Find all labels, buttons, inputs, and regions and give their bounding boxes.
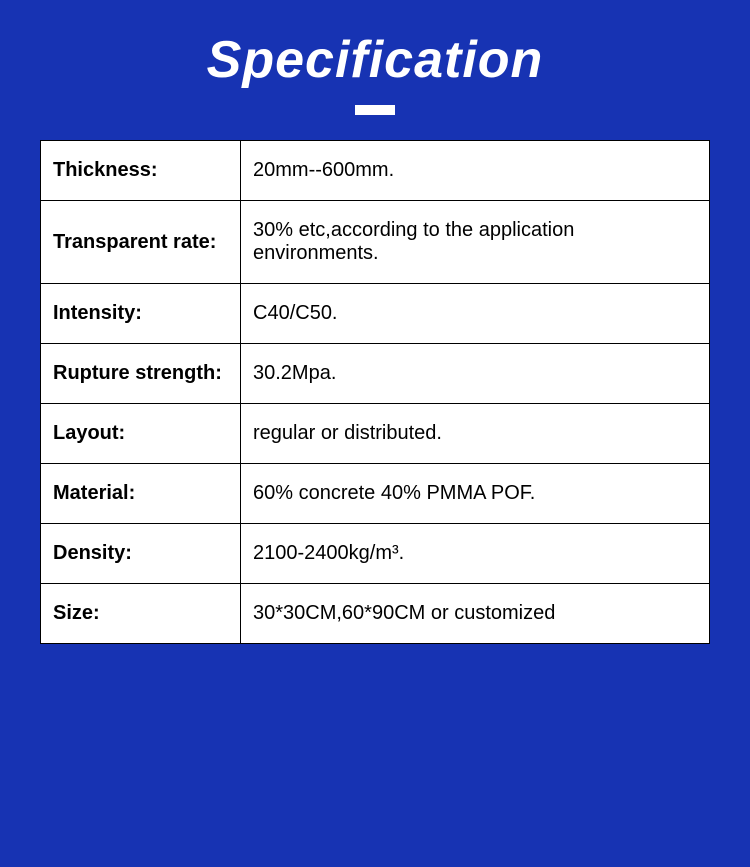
spec-value: 30% etc,according to the application env… bbox=[241, 201, 710, 284]
table-row: Thickness: 20mm--600mm. bbox=[41, 141, 710, 201]
spec-value: regular or distributed. bbox=[241, 404, 710, 464]
table-row: Material: 60% concrete 40% PMMA POF. bbox=[41, 464, 710, 524]
table-row: Density: 2100-2400kg/m³. bbox=[41, 524, 710, 584]
table-row: Intensity: C40/C50. bbox=[41, 284, 710, 344]
spec-label: Thickness: bbox=[41, 141, 241, 201]
table-row: Transparent rate: 30% etc,according to t… bbox=[41, 201, 710, 284]
spec-value: 30.2Mpa. bbox=[241, 344, 710, 404]
specification-table: Thickness: 20mm--600mm. Transparent rate… bbox=[40, 140, 710, 644]
spec-label: Rupture strength: bbox=[41, 344, 241, 404]
page-title: Specification bbox=[207, 30, 544, 90]
table-row: Rupture strength: 30.2Mpa. bbox=[41, 344, 710, 404]
spec-value: C40/C50. bbox=[241, 284, 710, 344]
spec-label: Layout: bbox=[41, 404, 241, 464]
spec-value: 30*30CM,60*90CM or customized bbox=[241, 584, 710, 644]
spec-label: Material: bbox=[41, 464, 241, 524]
table-row: Size: 30*30CM,60*90CM or customized bbox=[41, 584, 710, 644]
spec-label: Transparent rate: bbox=[41, 201, 241, 284]
spec-label: Size: bbox=[41, 584, 241, 644]
spec-value: 2100-2400kg/m³. bbox=[241, 524, 710, 584]
title-underline bbox=[355, 105, 395, 115]
spec-value: 60% concrete 40% PMMA POF. bbox=[241, 464, 710, 524]
spec-value: 20mm--600mm. bbox=[241, 141, 710, 201]
spec-label: Density: bbox=[41, 524, 241, 584]
table-row: Layout: regular or distributed. bbox=[41, 404, 710, 464]
spec-label: Intensity: bbox=[41, 284, 241, 344]
